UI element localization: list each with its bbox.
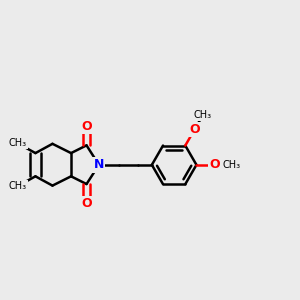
Text: O: O	[81, 197, 92, 210]
Text: CH₃: CH₃	[8, 138, 27, 148]
Text: O: O	[210, 158, 220, 171]
Text: CH₃: CH₃	[223, 160, 241, 170]
Text: N: N	[94, 158, 104, 171]
Text: CH₃: CH₃	[194, 110, 212, 120]
Text: O: O	[189, 123, 200, 136]
Text: CH₃: CH₃	[8, 181, 27, 191]
Text: O: O	[81, 120, 92, 133]
